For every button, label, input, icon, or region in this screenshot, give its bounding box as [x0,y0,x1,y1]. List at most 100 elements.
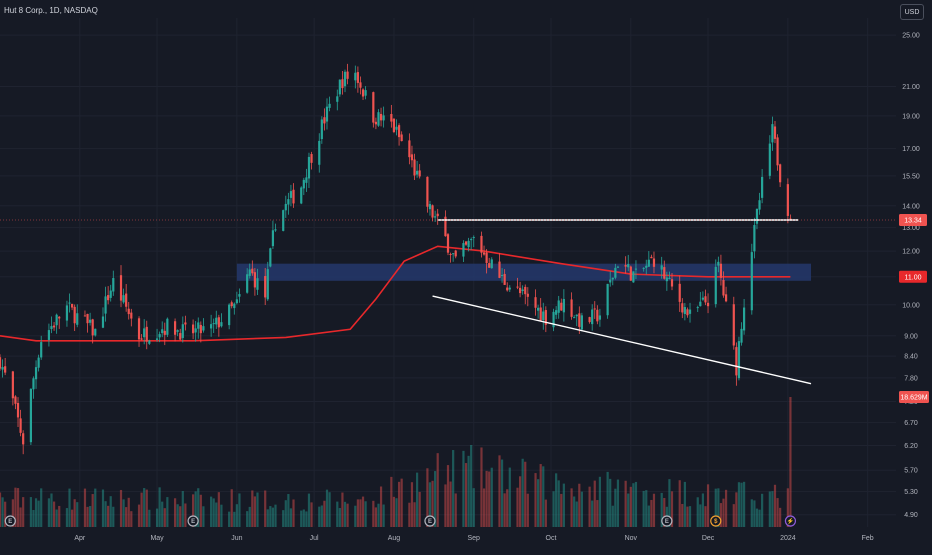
candle-body [624,264,627,267]
volume-bar [454,493,457,527]
support-trendline[interactable] [432,295,812,385]
volume-bar [773,484,777,527]
y-axis-tick-label: 10.00 [902,302,920,309]
volume-bar [325,489,329,527]
volume-bar [354,505,357,527]
volume-bar [480,447,483,527]
candle-body [570,299,573,317]
volume-bar [184,503,187,527]
volume-badge [899,391,929,403]
volume-bar [436,453,439,527]
volume-bar [0,492,2,527]
candle-body [413,159,416,176]
candle-body [761,176,764,198]
volume-bar [714,488,717,527]
volume-bar [320,505,323,527]
volume-bar [338,508,341,527]
volume-bar [32,509,35,527]
candle-body [742,307,746,331]
candle-body [390,113,393,122]
volume-bar [699,504,702,527]
candle-body [145,326,148,342]
volume-bar [374,507,378,527]
volume-bar [192,494,195,527]
candle-body [758,200,761,210]
volume-bar [163,508,166,527]
volume-bar [228,511,231,527]
candle-body [302,179,305,189]
event-marker[interactable] [710,515,722,527]
candle-body [256,278,259,290]
candle-body [34,367,38,380]
volume-bar [382,504,385,527]
candle-body [588,317,591,323]
event-marker[interactable] [187,515,199,527]
candle-body [722,279,725,296]
candle-body [271,230,275,247]
volume-bar [410,482,414,527]
event-marker[interactable] [4,515,16,527]
volume-bar [14,487,17,527]
candle-body [269,248,272,267]
volume-bar [122,499,125,527]
volume-bar [112,506,115,527]
candle-body [544,310,547,325]
candle-body [488,263,491,268]
volume-bar [408,502,411,527]
candle-body [94,328,97,336]
volume-bar [464,463,468,527]
volume-bar [166,497,169,527]
candle-body [704,296,707,303]
volume-bar [364,501,367,527]
candle-body [37,357,40,368]
event-marker[interactable] [661,515,673,527]
candle-body [472,237,475,239]
candle-body [320,119,323,140]
candle-body [377,112,380,126]
volume-bar [269,506,272,527]
volume-bar [73,499,76,527]
candle-body [634,268,638,270]
candle-body [0,357,2,369]
event-marker-label: E [428,519,432,525]
volume-bar [379,486,383,527]
candle-body [346,71,349,79]
candle-body [534,297,537,308]
volume-bar [562,483,565,527]
event-marker[interactable] [424,515,436,527]
price-badge-label: 11.00 [905,274,922,281]
volume-bar [524,461,527,527]
volume-bar [470,444,473,527]
volume-bar [137,504,141,527]
candle-body [642,267,645,269]
candle-body [596,309,599,322]
volume-bar [377,503,380,527]
candle-body [325,106,329,122]
candle-body [696,307,699,309]
volume-bar [289,508,293,527]
candle-body [753,225,756,252]
volume-bar [696,497,699,527]
candle-body [122,295,125,303]
candle-body [248,269,251,276]
candle-body [292,189,295,204]
event-marker[interactable] [784,515,797,527]
volume-bar [771,491,774,527]
candle-body [217,317,220,328]
x-axis-tick-label: Oct [546,535,557,542]
volume-bar [650,499,653,527]
candle-body [235,299,238,304]
candle-body [686,309,689,316]
candle-body [29,388,32,443]
candle-body [464,241,468,245]
volume-bar [130,511,133,527]
volume-bar [22,497,25,527]
x-axis-tick-label: Jun [231,535,242,542]
volume-bar [580,491,583,527]
currency-button[interactable]: USD [900,4,924,20]
candle-body [773,126,777,139]
volume-bar [176,504,179,527]
candle-body [688,309,692,314]
